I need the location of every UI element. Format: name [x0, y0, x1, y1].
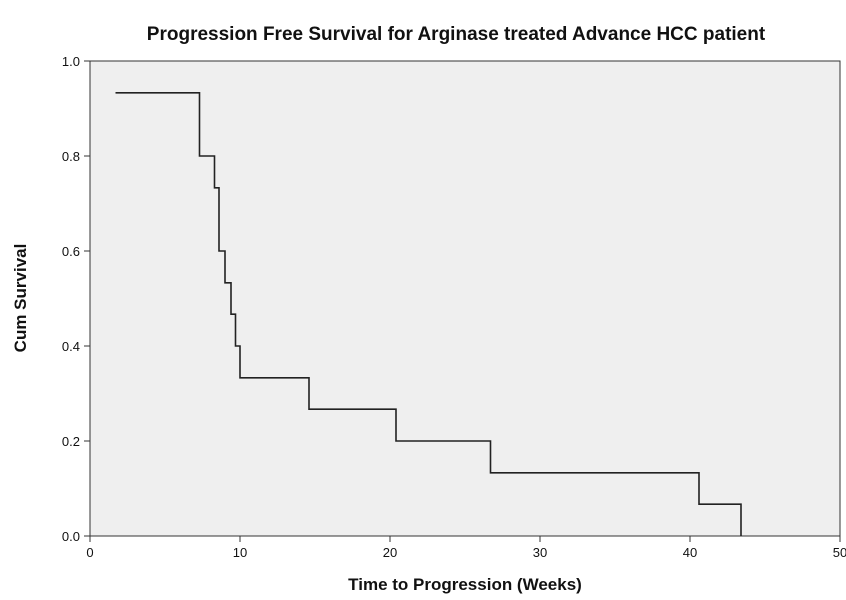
x-tick-label: 10 [233, 545, 247, 560]
x-tick-label: 50 [833, 545, 846, 560]
x-tick-label: 0 [86, 545, 93, 560]
y-tick-label: 1.0 [62, 54, 80, 69]
x-tick-label: 20 [383, 545, 397, 560]
plot-area [89, 60, 841, 537]
y-axis-label: Cum Survival [11, 244, 30, 353]
x-tick-label: 30 [533, 545, 547, 560]
chart-title: Progression Free Survival for Arginase t… [147, 24, 766, 45]
x-axis-label: Time to Progression (Weeks) [348, 575, 582, 594]
survival-step-line [115, 92, 742, 536]
y-axis: 0.0 0.2 0.4 0.6 0.8 1.0 [62, 54, 90, 544]
y-tick-label: 0.0 [62, 529, 80, 544]
y-tick-label: 0.8 [62, 149, 80, 164]
y-tick-label: 0.2 [62, 434, 80, 449]
y-tick-label: 0.6 [62, 244, 80, 259]
x-tick-label: 40 [683, 545, 697, 560]
y-tick-label: 0.4 [62, 339, 80, 354]
x-axis: 0 10 20 30 40 50 [86, 536, 846, 560]
